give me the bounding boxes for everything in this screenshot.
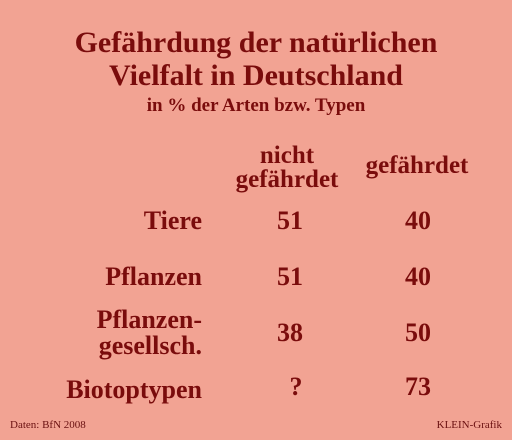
cell-biotoptypen-nicht-gefaehrdet: ? — [289, 372, 303, 401]
subtitle: in % der Arten bzw. Typen — [146, 95, 366, 116]
column-header-line: gefährdet — [235, 166, 339, 193]
source-note: Daten: BfN 2008 — [10, 419, 86, 431]
row-label-tiere: Tiere — [143, 206, 202, 235]
row-label-line: gesellsch. — [98, 331, 202, 360]
row-label-biotoptypen: Biotoptypen — [66, 375, 202, 404]
column-header-nicht-gefaehrdet: nicht gefährdet — [222, 142, 352, 193]
column-header-gefaehrdet: gefährdet — [352, 152, 482, 179]
title-line-2: Vielfalt in Deutschland — [109, 59, 403, 92]
cell-tiere-nicht-gefaehrdet: 51 — [277, 206, 303, 235]
column-header-line: gefährdet — [365, 152, 469, 179]
cell-pflanzengesellschaften-gefaehrdet: 50 — [405, 318, 431, 347]
cell-pflanzen-gefaehrdet: 40 — [405, 262, 431, 291]
cell-pflanzengesellschaften-nicht-gefaehrdet: 38 — [277, 318, 303, 347]
credit-note: KLEIN-Grafik — [436, 419, 502, 431]
cell-tiere-gefaehrdet: 40 — [405, 206, 431, 235]
cell-pflanzen-nicht-gefaehrdet: 51 — [277, 262, 303, 291]
row-label-pflanzen: Pflanzen — [105, 262, 202, 291]
row-label-line: Pflanzen- — [96, 305, 202, 334]
row-label-pflanzengesellschaften: Pflanzen- gesellsch. — [97, 307, 202, 359]
title-line-1: Gefährdung der natürlichen — [74, 26, 438, 59]
column-header-line: nicht — [259, 142, 315, 169]
cell-biotoptypen-gefaehrdet: 73 — [405, 372, 431, 401]
